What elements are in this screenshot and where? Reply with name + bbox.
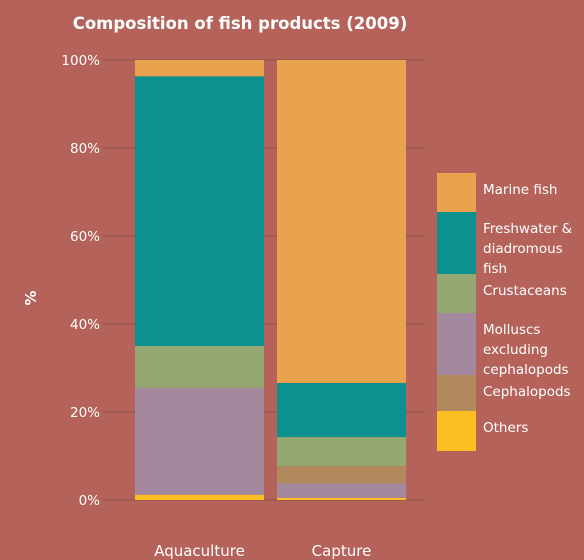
legend-label: Others (483, 420, 529, 436)
bar-segment (277, 437, 406, 467)
y-tick-label: 0% (79, 493, 101, 509)
bar-segment (135, 494, 264, 500)
bar-segment (135, 60, 264, 77)
legend-swatch (437, 212, 476, 274)
y-tick-label: 100% (61, 53, 100, 69)
legend-swatch (437, 411, 476, 451)
y-tick-label: 80% (70, 141, 100, 157)
bar-segment (277, 60, 406, 383)
y-tick-label: 40% (70, 317, 100, 333)
legend-swatch (437, 375, 476, 411)
bar-segment (277, 466, 406, 484)
legend-label: Cephalopods (483, 384, 571, 400)
y-tick-label: 20% (70, 405, 100, 421)
bar-segment (277, 483, 406, 498)
legend-item: Molluscs excluding cephalopods (437, 313, 584, 378)
y-tick-label: 60% (70, 229, 100, 245)
bar-segment (135, 387, 264, 495)
legend-label: Marine fish (483, 182, 558, 198)
legend-item: Marine fish (437, 173, 584, 212)
x-tick-labels: Aquaculture Capture (154, 542, 371, 560)
x-tick-label: Aquaculture (154, 542, 245, 560)
x-tick-label: Capture (312, 542, 372, 560)
bar-segment (135, 76, 264, 346)
y-axis-label: % (22, 290, 40, 305)
y-tick-labels: 0% 20% 40% 60% 80% 100% (61, 53, 100, 509)
legend-swatch (437, 173, 476, 212)
stacked-bars (135, 60, 406, 500)
legend-label: Freshwater & diadromous fish (483, 221, 573, 277)
bar-segment (277, 382, 406, 438)
legend-swatch (437, 274, 476, 313)
legend-item: Freshwater & diadromous fish (437, 212, 584, 277)
legend-label: Crustaceans (483, 283, 567, 299)
chart-title: Composition of fish products (2009) (73, 14, 408, 33)
legend-label: Molluscs excluding cephalopods (483, 322, 569, 378)
legend-item: Others (437, 411, 584, 451)
legend-item: Cephalopods (437, 375, 584, 411)
legend-item: Crustaceans (437, 274, 584, 313)
bar-segment (135, 346, 264, 388)
legend-swatch (437, 313, 476, 375)
bar-segment (277, 497, 406, 500)
